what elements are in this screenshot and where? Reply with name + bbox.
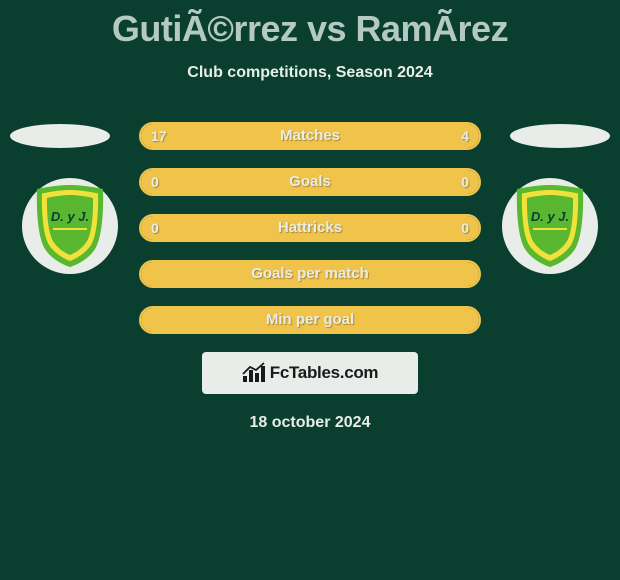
- site-badge: FcTables.com: [202, 352, 418, 394]
- player-avatar-right: [510, 124, 610, 148]
- stat-bar: 00Hattricks: [139, 214, 481, 242]
- site-name: FcTables.com: [270, 363, 379, 383]
- club-badge-right: D. y J.: [502, 178, 598, 274]
- club-badge-left: D. y J.: [22, 178, 118, 274]
- bar-label: Min per goal: [141, 308, 479, 332]
- stat-bar: 174Matches: [139, 122, 481, 150]
- shield-icon: D. y J.: [35, 185, 105, 267]
- bars-chart-icon: [242, 362, 266, 384]
- stat-bar: Min per goal: [139, 306, 481, 334]
- badge-text: D. y J.: [531, 209, 569, 224]
- badge-text: D. y J.: [51, 209, 89, 224]
- bar-label: Hattricks: [141, 216, 479, 240]
- stats-bars: 174Matches 00Goals 00Hattricks Goals per ma…: [139, 122, 481, 334]
- stat-bar: 00Goals: [139, 168, 481, 196]
- bar-label: Goals per match: [141, 262, 479, 286]
- stat-bar: Goals per match: [139, 260, 481, 288]
- player-avatar-left: [10, 124, 110, 148]
- subtitle: Club competitions, Season 2024: [0, 64, 620, 82]
- page-title: GutiÃ©rrez vs RamÃ­rez: [0, 0, 620, 50]
- bar-label: Matches: [141, 124, 479, 148]
- bar-label: Goals: [141, 170, 479, 194]
- date-text: 18 october 2024: [0, 414, 620, 432]
- shield-icon: D. y J.: [515, 185, 585, 267]
